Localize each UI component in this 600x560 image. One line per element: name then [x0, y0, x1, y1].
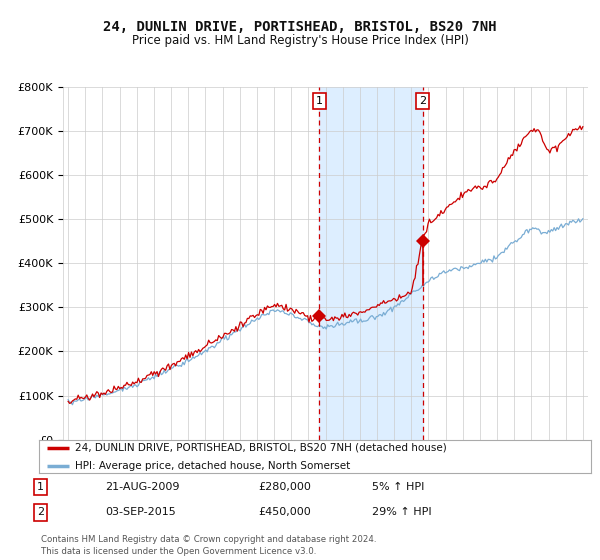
Text: 2: 2 — [37, 507, 44, 517]
Text: 24, DUNLIN DRIVE, PORTISHEAD, BRISTOL, BS20 7NH (detached house): 24, DUNLIN DRIVE, PORTISHEAD, BRISTOL, B… — [75, 443, 446, 453]
Text: 1: 1 — [37, 482, 44, 492]
Bar — [319, 87, 423, 440]
Text: HPI: Average price, detached house, North Somerset: HPI: Average price, detached house, Nort… — [75, 461, 350, 471]
Text: Contains HM Land Registry data © Crown copyright and database right 2024.
This d: Contains HM Land Registry data © Crown c… — [41, 535, 376, 556]
Text: 2: 2 — [419, 96, 427, 106]
Text: £280,000: £280,000 — [258, 482, 311, 492]
Text: 21-AUG-2009: 21-AUG-2009 — [105, 482, 179, 492]
Text: £450,000: £450,000 — [258, 507, 311, 517]
Text: Price paid vs. HM Land Registry's House Price Index (HPI): Price paid vs. HM Land Registry's House … — [131, 34, 469, 46]
Text: 5% ↑ HPI: 5% ↑ HPI — [372, 482, 424, 492]
Text: 24, DUNLIN DRIVE, PORTISHEAD, BRISTOL, BS20 7NH: 24, DUNLIN DRIVE, PORTISHEAD, BRISTOL, B… — [103, 20, 497, 34]
Text: 03-SEP-2015: 03-SEP-2015 — [105, 507, 176, 517]
Text: 29% ↑ HPI: 29% ↑ HPI — [372, 507, 431, 517]
Text: 1: 1 — [316, 96, 323, 106]
